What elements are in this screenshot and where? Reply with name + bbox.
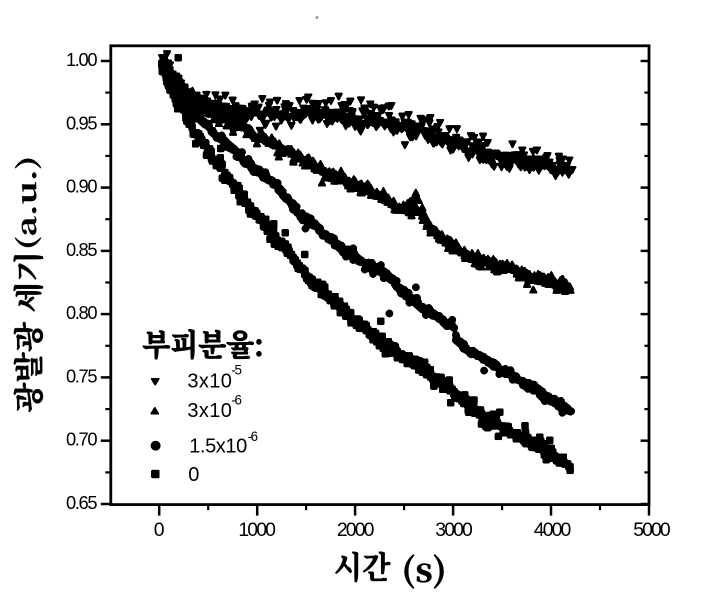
svg-text:2000: 2000 [337, 519, 375, 541]
svg-text:0.90: 0.90 [66, 176, 98, 197]
svg-text:0.80: 0.80 [66, 302, 98, 323]
svg-text:-5: -5 [231, 363, 242, 378]
svg-text:5000: 5000 [633, 519, 671, 541]
svg-text:-6: -6 [231, 393, 242, 408]
svg-text:0: 0 [154, 519, 165, 541]
svg-text:1.00: 1.00 [66, 49, 98, 70]
svg-text:-6: -6 [248, 429, 259, 444]
svg-text:3x10: 3x10 [187, 400, 232, 422]
svg-text:0.75: 0.75 [66, 365, 98, 386]
svg-text:0.70: 0.70 [66, 429, 98, 450]
svg-text:0.65: 0.65 [66, 492, 98, 513]
svg-text:1000: 1000 [238, 519, 276, 541]
svg-text:4000: 4000 [534, 519, 572, 541]
svg-text:3x10: 3x10 [187, 370, 232, 392]
svg-text:1.5x10: 1.5x10 [189, 436, 247, 458]
svg-text:0.85: 0.85 [66, 239, 98, 260]
svg-text:0.95: 0.95 [66, 112, 98, 133]
svg-text:0: 0 [188, 464, 199, 486]
svg-text:3000: 3000 [435, 519, 473, 541]
